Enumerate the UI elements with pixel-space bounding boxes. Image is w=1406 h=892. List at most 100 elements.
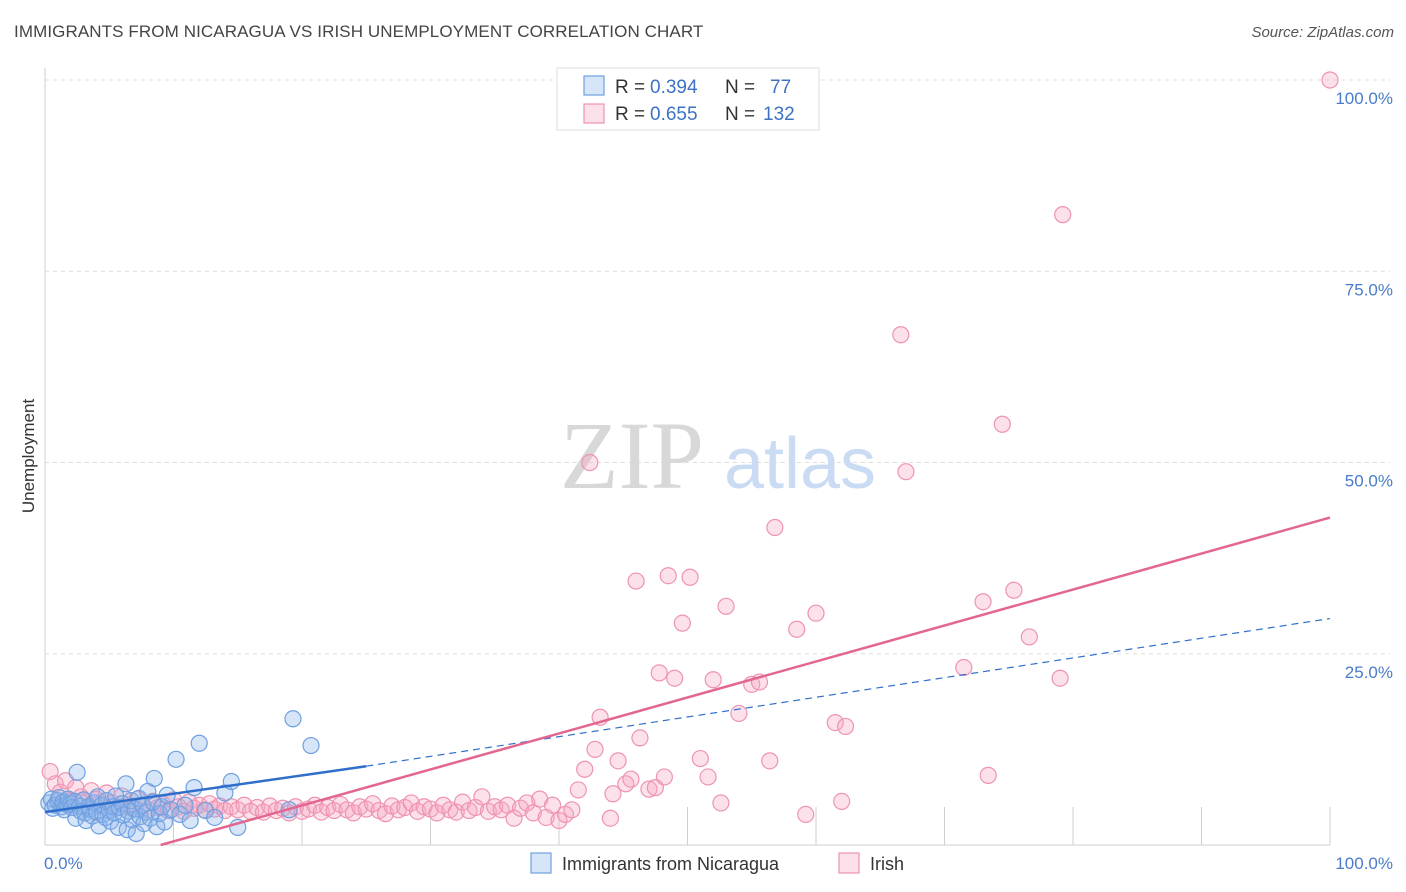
y-tick-label: 100.0% — [1335, 89, 1393, 108]
legend-label-nicaragua: Immigrants from Nicaragua — [562, 854, 780, 874]
irish-point — [524, 804, 542, 822]
irish-points — [41, 71, 1339, 830]
legend-swatch-irish — [838, 852, 860, 874]
legend-box — [556, 67, 820, 131]
nicaragua-point — [117, 775, 135, 793]
nicaragua-point — [176, 796, 194, 814]
irish-point — [826, 713, 844, 732]
irish-point — [550, 811, 568, 830]
irish-point — [788, 620, 806, 638]
nicaragua-point — [185, 779, 203, 797]
irish-point — [730, 704, 748, 723]
irish-point — [617, 775, 635, 793]
watermark-atlas: atlas — [724, 424, 876, 504]
nicaragua-trend-extension — [366, 617, 1331, 767]
x-tick-label: 0.0% — [44, 854, 83, 873]
irish-point — [447, 803, 465, 821]
irish-point — [766, 518, 784, 537]
legend-swatch-irish — [583, 103, 605, 124]
legend-r-value: 0.394 — [650, 77, 698, 98]
irish-point — [717, 597, 735, 615]
irish-point — [505, 809, 523, 827]
irish-point — [836, 717, 855, 736]
irish-point — [627, 572, 645, 590]
irish-point — [325, 801, 343, 820]
irish-point — [655, 768, 673, 786]
irish-point — [518, 794, 536, 812]
irish-point — [650, 664, 668, 682]
legend-r-value: 0.655 — [650, 104, 698, 125]
irish-point — [712, 794, 730, 812]
irish-point — [473, 788, 491, 806]
irish-point — [640, 780, 658, 798]
irish-point — [897, 463, 915, 481]
axes: 0.0% 100.0% — [44, 68, 1393, 873]
chart-title: IMMIGRANTS FROM NICARAGUA VS IRISH UNEMP… — [14, 22, 704, 41]
y-tick-label: 75.0% — [1345, 280, 1393, 299]
nicaragua-point — [302, 736, 320, 755]
nicaragua-point — [206, 808, 224, 827]
y-axis-label: Unemployment — [19, 399, 38, 514]
irish-point — [666, 669, 684, 687]
legend-swatch-nicaragua — [583, 75, 605, 96]
nicaragua-trend-line — [44, 764, 367, 814]
irish-point — [581, 453, 599, 472]
correlation-legend: R = 0.394 N = 77 R = 0.655 N = 132 — [556, 67, 820, 131]
legend-label-irish: Irish — [870, 854, 904, 874]
irish-trend-line — [160, 516, 1331, 847]
nicaragua-point — [145, 769, 163, 788]
irish-point — [681, 568, 699, 586]
irish-point — [761, 752, 779, 770]
irish-point — [631, 729, 649, 747]
nicaragua-point — [190, 734, 208, 752]
watermark-zip: ZIP — [560, 402, 704, 509]
irish-point — [609, 752, 627, 770]
irish-point — [955, 658, 973, 677]
legend-n-value: 132 — [763, 104, 795, 125]
irish-point — [466, 798, 485, 817]
irish-point — [699, 768, 717, 786]
nicaragua-point — [68, 763, 86, 781]
irish-point — [563, 801, 581, 819]
nicaragua-point — [171, 805, 189, 824]
trend-lines — [44, 516, 1331, 847]
watermark: ZIP atlas — [560, 402, 876, 509]
source-label: Source: ZipAtlas.com — [1251, 24, 1394, 41]
legend-n-value: 77 — [770, 77, 791, 98]
irish-point — [691, 749, 709, 768]
irish-point — [673, 614, 691, 632]
nicaragua-point — [181, 811, 199, 830]
irish-point — [604, 785, 622, 803]
irish-point — [974, 593, 992, 611]
irish-point — [993, 415, 1011, 433]
irish-point — [1020, 628, 1038, 646]
nicaragua-points — [40, 710, 320, 843]
irish-point — [1051, 669, 1069, 687]
nicaragua-point — [118, 821, 136, 839]
grid-lines: 25.0% 50.0% 75.0% 100.0% — [45, 79, 1393, 682]
irish-point — [569, 781, 587, 799]
nicaragua-point — [197, 801, 215, 820]
x-tick-label: 100.0% — [1335, 854, 1393, 873]
y-tick-label: 50.0% — [1345, 472, 1393, 491]
irish-point — [235, 796, 253, 814]
legend-n-label: N = — [725, 104, 755, 125]
legend-n-label: N = — [725, 77, 755, 98]
legend-r-label: R = — [615, 77, 645, 98]
irish-point — [344, 804, 362, 822]
nicaragua-point — [284, 710, 302, 728]
irish-point — [576, 760, 594, 778]
irish-point — [543, 796, 562, 814]
irish-point — [1054, 206, 1072, 224]
legend-swatch-nicaragua — [530, 852, 552, 874]
irish-point — [601, 809, 620, 827]
series-legend: Immigrants from Nicaragua Irish — [530, 852, 904, 874]
irish-point — [704, 671, 722, 689]
irish-point — [586, 740, 604, 758]
irish-point — [1321, 71, 1339, 89]
irish-point — [1005, 581, 1023, 599]
irish-point — [622, 770, 640, 788]
irish-point — [56, 772, 75, 790]
y-tick-label: 25.0% — [1345, 663, 1393, 682]
